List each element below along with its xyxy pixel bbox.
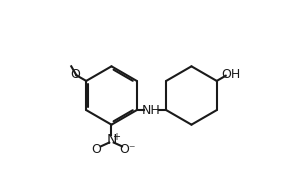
Text: NH: NH xyxy=(142,104,161,117)
Text: O: O xyxy=(92,143,101,156)
Text: O⁻: O⁻ xyxy=(119,143,136,156)
Text: OH: OH xyxy=(221,68,240,81)
Text: N: N xyxy=(106,133,117,147)
Text: +: + xyxy=(112,132,120,142)
Text: O: O xyxy=(71,68,80,81)
